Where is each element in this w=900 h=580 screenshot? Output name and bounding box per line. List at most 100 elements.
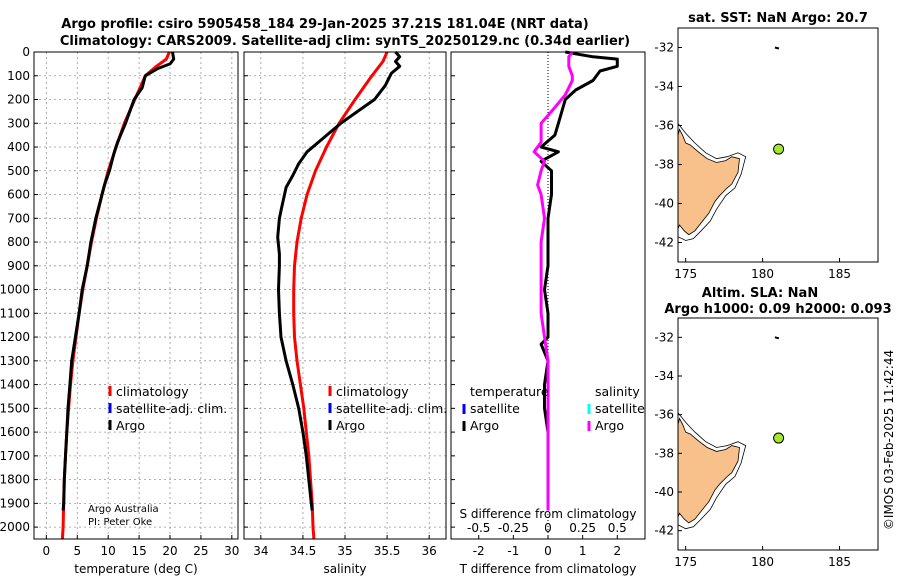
x-tick-label: 35.5 bbox=[374, 544, 401, 558]
pi-text: PI: Peter Oke bbox=[88, 517, 152, 528]
x-tick-label: 180 bbox=[751, 555, 774, 569]
x-tick-label: 175 bbox=[674, 267, 697, 281]
y-tick-label: 200 bbox=[7, 93, 30, 107]
top-tick-label: 0.5 bbox=[608, 521, 627, 535]
x-tick-label: 34 bbox=[253, 544, 268, 558]
legend-label: climatology bbox=[336, 384, 409, 399]
legend-label: satellite-adj. clim. bbox=[116, 401, 227, 416]
series-argo bbox=[276, 51, 402, 511]
legend-label: Argo bbox=[470, 418, 499, 433]
x-tick-label: 185 bbox=[828, 267, 851, 281]
y-tick-label: -40 bbox=[654, 197, 674, 211]
axes-frame bbox=[677, 27, 879, 263]
panel-temperature: 0 5 10 15 20 25 300100200300400500600700800900… bbox=[0, 45, 239, 576]
y-tick-label: -34 bbox=[654, 80, 674, 94]
y-tick-label: 1300 bbox=[0, 354, 30, 368]
y-tick-label: -38 bbox=[654, 158, 674, 172]
map-title-line1: Altim. SLA: NaN bbox=[702, 286, 818, 301]
x-tick-label: 25 bbox=[193, 544, 208, 558]
legend-label: climatology bbox=[116, 384, 189, 399]
figure-title-line2: Climatology: CARS2009. Satellite-adj cli… bbox=[60, 34, 630, 49]
x-tick-label: 35 bbox=[337, 544, 352, 558]
island-mark bbox=[774, 336, 780, 340]
y-tick-label: 1500 bbox=[0, 401, 30, 415]
y-tick-label: -38 bbox=[654, 446, 674, 460]
x-tick-label: 15 bbox=[131, 544, 146, 558]
y-tick-label: -42 bbox=[654, 236, 674, 250]
watermark: ©IMOS 03-Feb-2025 11:42:44 bbox=[882, 350, 896, 530]
series-t-argo---clim bbox=[539, 50, 619, 511]
x-tick-label: 180 bbox=[751, 267, 774, 281]
y-tick-label: 700 bbox=[7, 211, 30, 225]
y-tick-label: -32 bbox=[654, 41, 674, 55]
x-axis-label: salinity bbox=[323, 562, 366, 576]
float-position-marker bbox=[773, 143, 785, 155]
top-tick-label: 0.25 bbox=[569, 521, 596, 535]
x-tick-label: 1 bbox=[579, 544, 587, 558]
y-tick-label: -36 bbox=[654, 408, 674, 422]
credit-text: Argo Australia bbox=[88, 504, 159, 515]
y-tick-label: -36 bbox=[654, 119, 674, 133]
x-tick-label: 36 bbox=[422, 544, 437, 558]
y-tick-label: 100 bbox=[7, 69, 30, 83]
x-tick-label: 5 bbox=[73, 544, 81, 558]
top-tick-label: -0.25 bbox=[498, 521, 529, 535]
float-position-marker bbox=[773, 432, 785, 444]
plot-area bbox=[34, 52, 238, 539]
x-tick-label: 185 bbox=[828, 555, 851, 569]
y-tick-label: 400 bbox=[7, 140, 30, 154]
axes-frame bbox=[677, 317, 879, 551]
legend-title-salinity: salinity bbox=[595, 384, 640, 399]
x-tick-label: 0 bbox=[43, 544, 51, 558]
panel-map_sst: 175 180 185 -32 -34 -36 -38 -40 -42 sat. SST: NaN… bbox=[654, 11, 879, 281]
axes-frame bbox=[33, 51, 239, 540]
legend-label: Argo bbox=[595, 418, 624, 433]
legend-title-temperature: temperature bbox=[470, 384, 549, 399]
y-tick-label: -32 bbox=[654, 330, 674, 344]
series-s-argo---clim bbox=[532, 51, 574, 511]
series-argo bbox=[61, 51, 176, 511]
x-axis-label: temperature (deg C) bbox=[74, 562, 197, 576]
island-mark bbox=[774, 46, 780, 50]
x-tick-label: -2 bbox=[473, 544, 485, 558]
y-tick-label: -34 bbox=[654, 369, 674, 383]
x-tick-label: 0 bbox=[544, 544, 552, 558]
map-title-line2: Argo h1000: 0.09 h2000: 0.093 bbox=[664, 302, 891, 317]
top-tick-label: -0.5 bbox=[467, 521, 490, 535]
y-tick-label: 300 bbox=[7, 116, 30, 130]
map-title: sat. SST: NaN Argo: 20.7 bbox=[688, 11, 868, 26]
y-tick-label: -40 bbox=[654, 485, 674, 499]
x-tick-label: 34.5 bbox=[290, 544, 317, 558]
y-tick-label: 1000 bbox=[0, 283, 30, 297]
x-axis-label: T difference from climatology bbox=[459, 562, 637, 576]
y-tick-label: 500 bbox=[7, 164, 30, 178]
y-tick-label: 800 bbox=[7, 235, 30, 249]
y-tick-label: 1600 bbox=[0, 425, 30, 439]
y-tick-label: 1200 bbox=[0, 330, 30, 344]
legend-label: satellite-adj. clim. bbox=[336, 401, 447, 416]
y-tick-label: 900 bbox=[7, 259, 30, 273]
plot-area bbox=[244, 52, 446, 539]
x-tick-label: -1 bbox=[507, 544, 519, 558]
y-tick-label: -42 bbox=[654, 524, 674, 538]
top-axis-label: S difference from climatology bbox=[460, 507, 637, 521]
y-tick-label: 600 bbox=[7, 188, 30, 202]
panel-salinity: 34 34.5 35 35.5 36 salinity climatology satelli… bbox=[243, 51, 447, 576]
panel-map_sla: 175 180 185 -32 -34 -36 -38 -40 -42 Altim. SLA: N… bbox=[654, 286, 891, 569]
y-tick-label: 2000 bbox=[0, 520, 30, 534]
x-tick-label: 10 bbox=[101, 544, 116, 558]
figure-title-line1: Argo profile: csiro 5905458_184 29-Jan-2… bbox=[61, 17, 588, 32]
y-tick-label: 1900 bbox=[0, 496, 30, 510]
legend-label: satellite bbox=[595, 401, 645, 416]
x-tick-label: 30 bbox=[224, 544, 239, 558]
series-climatology bbox=[292, 51, 389, 540]
y-tick-label: 1400 bbox=[0, 378, 30, 392]
x-tick-label: 20 bbox=[162, 544, 177, 558]
panel-difference: -2 -1 0 1 2 -0.5 -0.25 0 0.25 0.5S difference fro… bbox=[450, 50, 646, 576]
y-tick-label: 0 bbox=[22, 45, 30, 59]
legend-label: Argo bbox=[116, 418, 145, 433]
x-tick-label: 175 bbox=[674, 555, 697, 569]
x-tick-label: 2 bbox=[613, 544, 621, 558]
top-tick-label: 0 bbox=[544, 521, 552, 535]
y-tick-label: 1700 bbox=[0, 449, 30, 463]
